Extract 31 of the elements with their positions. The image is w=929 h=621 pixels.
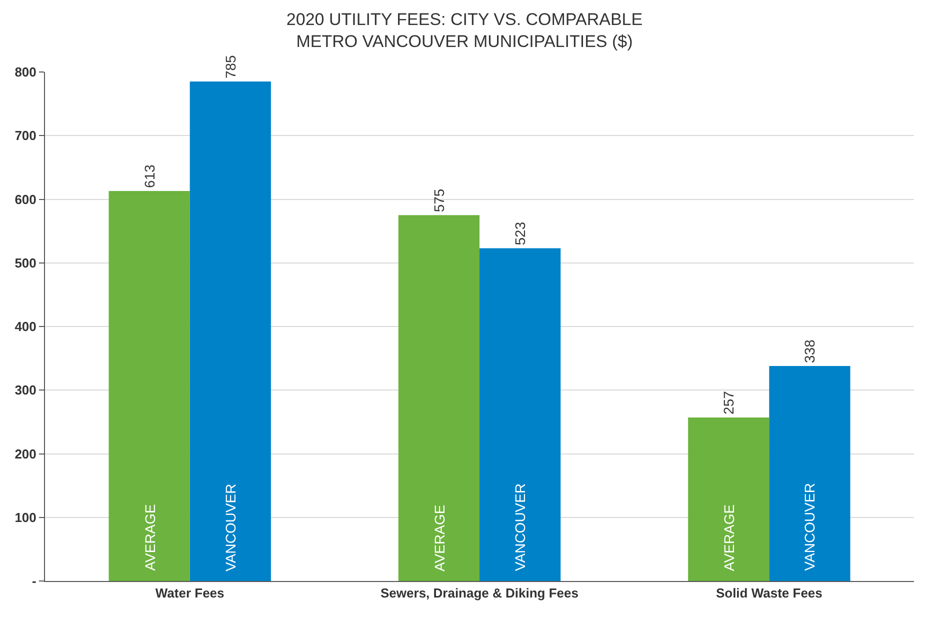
y-tick-label: - xyxy=(32,574,36,589)
y-tick-label: 600 xyxy=(14,192,36,207)
bar xyxy=(398,215,480,581)
bar xyxy=(480,248,561,581)
data-label: 613 xyxy=(141,164,158,188)
data-label: 257 xyxy=(720,390,737,414)
x-tick-label: Water Fees xyxy=(155,586,224,601)
series-label: VANCOUVER xyxy=(222,484,238,572)
data-label: 575 xyxy=(430,188,447,212)
x-tick-label: Solid Waste Fees xyxy=(716,586,822,601)
bar xyxy=(190,82,271,581)
y-tick-label: 300 xyxy=(14,382,36,398)
series-label: AVERAGE xyxy=(431,504,448,572)
text: VANCOUVER xyxy=(802,483,818,571)
y-tick-label: 400 xyxy=(14,319,36,334)
y-tick-label: 500 xyxy=(14,255,36,270)
data-label: 523 xyxy=(512,222,528,246)
bar xyxy=(108,190,190,581)
x-tick-label: Sewers, Drainage & Diking Fees xyxy=(380,586,578,601)
data-label: 785 xyxy=(222,54,238,79)
text: VANCOUVER xyxy=(512,483,528,572)
bar xyxy=(769,366,850,581)
bar xyxy=(688,417,770,581)
text: AVERAGE xyxy=(721,504,738,572)
y-tick-label: 200 xyxy=(14,446,36,462)
y-tick-label: 700 xyxy=(14,128,36,144)
y-tick-label: 800 xyxy=(14,64,36,80)
text: AVERAGE xyxy=(142,504,158,571)
data-label: 338 xyxy=(802,339,818,363)
chart-title: 2020 UTILITY FEES: CITY VS. COMPARABLE METRO VANCOUVER MUNICIPALITIES ($) xyxy=(286,10,643,51)
y-tick-label: 100 xyxy=(14,510,36,525)
